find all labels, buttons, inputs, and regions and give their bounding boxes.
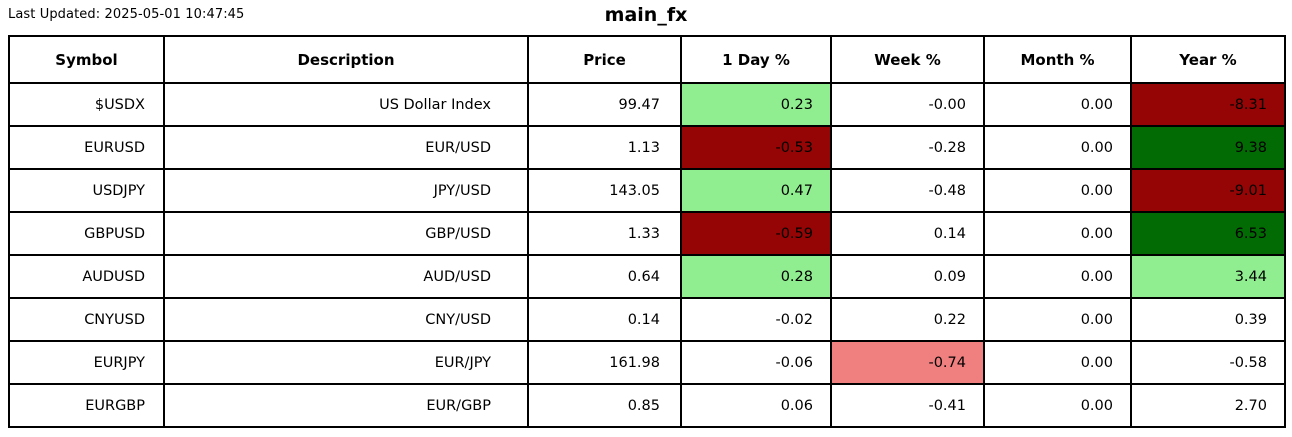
cell-symbol: $USDX xyxy=(8,82,165,127)
cell-month-pct: 0.00 xyxy=(983,254,1132,299)
cell-month-pct: 0.00 xyxy=(983,125,1132,170)
column-header-1day-pct: 1 Day % xyxy=(680,35,832,84)
cell-description: AUD/USD xyxy=(163,254,529,299)
cell-price: 161.98 xyxy=(527,340,682,385)
cell-year-pct: 0.39 xyxy=(1130,297,1286,342)
cell-1day-pct: -0.53 xyxy=(680,125,832,170)
table-row: GBPUSD GBP/USD 1.33 -0.59 0.14 0.00 6.53 xyxy=(8,211,1286,256)
cell-1day-pct: 0.23 xyxy=(680,82,832,127)
cell-1day-pct: -0.06 xyxy=(680,340,832,385)
fx-table-body: $USDX US Dollar Index 99.47 0.23 -0.00 0… xyxy=(8,82,1286,428)
cell-week-pct: 0.14 xyxy=(830,211,985,256)
cell-symbol: USDJPY xyxy=(8,168,165,213)
cell-month-pct: 0.00 xyxy=(983,211,1132,256)
cell-1day-pct: -0.59 xyxy=(680,211,832,256)
cell-1day-pct: 0.06 xyxy=(680,383,832,428)
cell-year-pct: -9.01 xyxy=(1130,168,1286,213)
cell-price: 143.05 xyxy=(527,168,682,213)
fx-table-header: Symbol Description Price 1 Day % Week % … xyxy=(8,35,1286,84)
cell-week-pct: -0.74 xyxy=(830,340,985,385)
cell-year-pct: 6.53 xyxy=(1130,211,1286,256)
column-header-week-pct: Week % xyxy=(830,35,985,84)
cell-symbol: AUDUSD xyxy=(8,254,165,299)
cell-symbol: EURUSD xyxy=(8,125,165,170)
header-row: Symbol Description Price 1 Day % Week % … xyxy=(8,35,1286,84)
cell-symbol: EURJPY xyxy=(8,340,165,385)
table-row: EURJPY EUR/JPY 161.98 -0.06 -0.74 0.00 -… xyxy=(8,340,1286,385)
cell-week-pct: -0.41 xyxy=(830,383,985,428)
cell-price: 1.13 xyxy=(527,125,682,170)
cell-month-pct: 0.00 xyxy=(983,297,1132,342)
cell-year-pct: 2.70 xyxy=(1130,383,1286,428)
column-header-month-pct: Month % xyxy=(983,35,1132,84)
cell-price: 0.64 xyxy=(527,254,682,299)
cell-price: 1.33 xyxy=(527,211,682,256)
table-row: CNYUSD CNY/USD 0.14 -0.02 0.22 0.00 0.39 xyxy=(8,297,1286,342)
table-row: USDJPY JPY/USD 143.05 0.47 -0.48 0.00 -9… xyxy=(8,168,1286,213)
cell-symbol: CNYUSD xyxy=(8,297,165,342)
table-row: EURUSD EUR/USD 1.13 -0.53 -0.28 0.00 9.3… xyxy=(8,125,1286,170)
cell-description: EUR/JPY xyxy=(163,340,529,385)
cell-description: GBP/USD xyxy=(163,211,529,256)
cell-description: EUR/USD xyxy=(163,125,529,170)
last-updated-text: Last Updated: 2025-05-01 10:47:45 xyxy=(8,7,245,22)
cell-week-pct: 0.22 xyxy=(830,297,985,342)
cell-description: EUR/GBP xyxy=(163,383,529,428)
cell-description: US Dollar Index xyxy=(163,82,529,127)
cell-year-pct: -0.58 xyxy=(1130,340,1286,385)
cell-year-pct: 9.38 xyxy=(1130,125,1286,170)
cell-week-pct: 0.09 xyxy=(830,254,985,299)
cell-1day-pct: -0.02 xyxy=(680,297,832,342)
cell-year-pct: 3.44 xyxy=(1130,254,1286,299)
cell-week-pct: -0.48 xyxy=(830,168,985,213)
table-row: EURGBP EUR/GBP 0.85 0.06 -0.41 0.00 2.70 xyxy=(8,383,1286,428)
column-header-price: Price xyxy=(527,35,682,84)
cell-month-pct: 0.00 xyxy=(983,168,1132,213)
cell-week-pct: -0.28 xyxy=(830,125,985,170)
fx-table: Symbol Description Price 1 Day % Week % … xyxy=(8,35,1286,428)
table-row: $USDX US Dollar Index 99.47 0.23 -0.00 0… xyxy=(8,82,1286,127)
cell-year-pct: -8.31 xyxy=(1130,82,1286,127)
cell-symbol: EURGBP xyxy=(8,383,165,428)
column-header-description: Description xyxy=(163,35,529,84)
page-title: main_fx xyxy=(604,4,688,26)
cell-description: CNY/USD xyxy=(163,297,529,342)
cell-symbol: GBPUSD xyxy=(8,211,165,256)
cell-1day-pct: 0.28 xyxy=(680,254,832,299)
cell-week-pct: -0.00 xyxy=(830,82,985,127)
table-row: AUDUSD AUD/USD 0.64 0.28 0.09 0.00 3.44 xyxy=(8,254,1286,299)
cell-price: 99.47 xyxy=(527,82,682,127)
cell-price: 0.14 xyxy=(527,297,682,342)
cell-month-pct: 0.00 xyxy=(983,383,1132,428)
cell-description: JPY/USD xyxy=(163,168,529,213)
cell-price: 0.85 xyxy=(527,383,682,428)
column-header-symbol: Symbol xyxy=(8,35,165,84)
cell-1day-pct: 0.47 xyxy=(680,168,832,213)
cell-month-pct: 0.00 xyxy=(983,340,1132,385)
column-header-year-pct: Year % xyxy=(1130,35,1286,84)
cell-month-pct: 0.00 xyxy=(983,82,1132,127)
